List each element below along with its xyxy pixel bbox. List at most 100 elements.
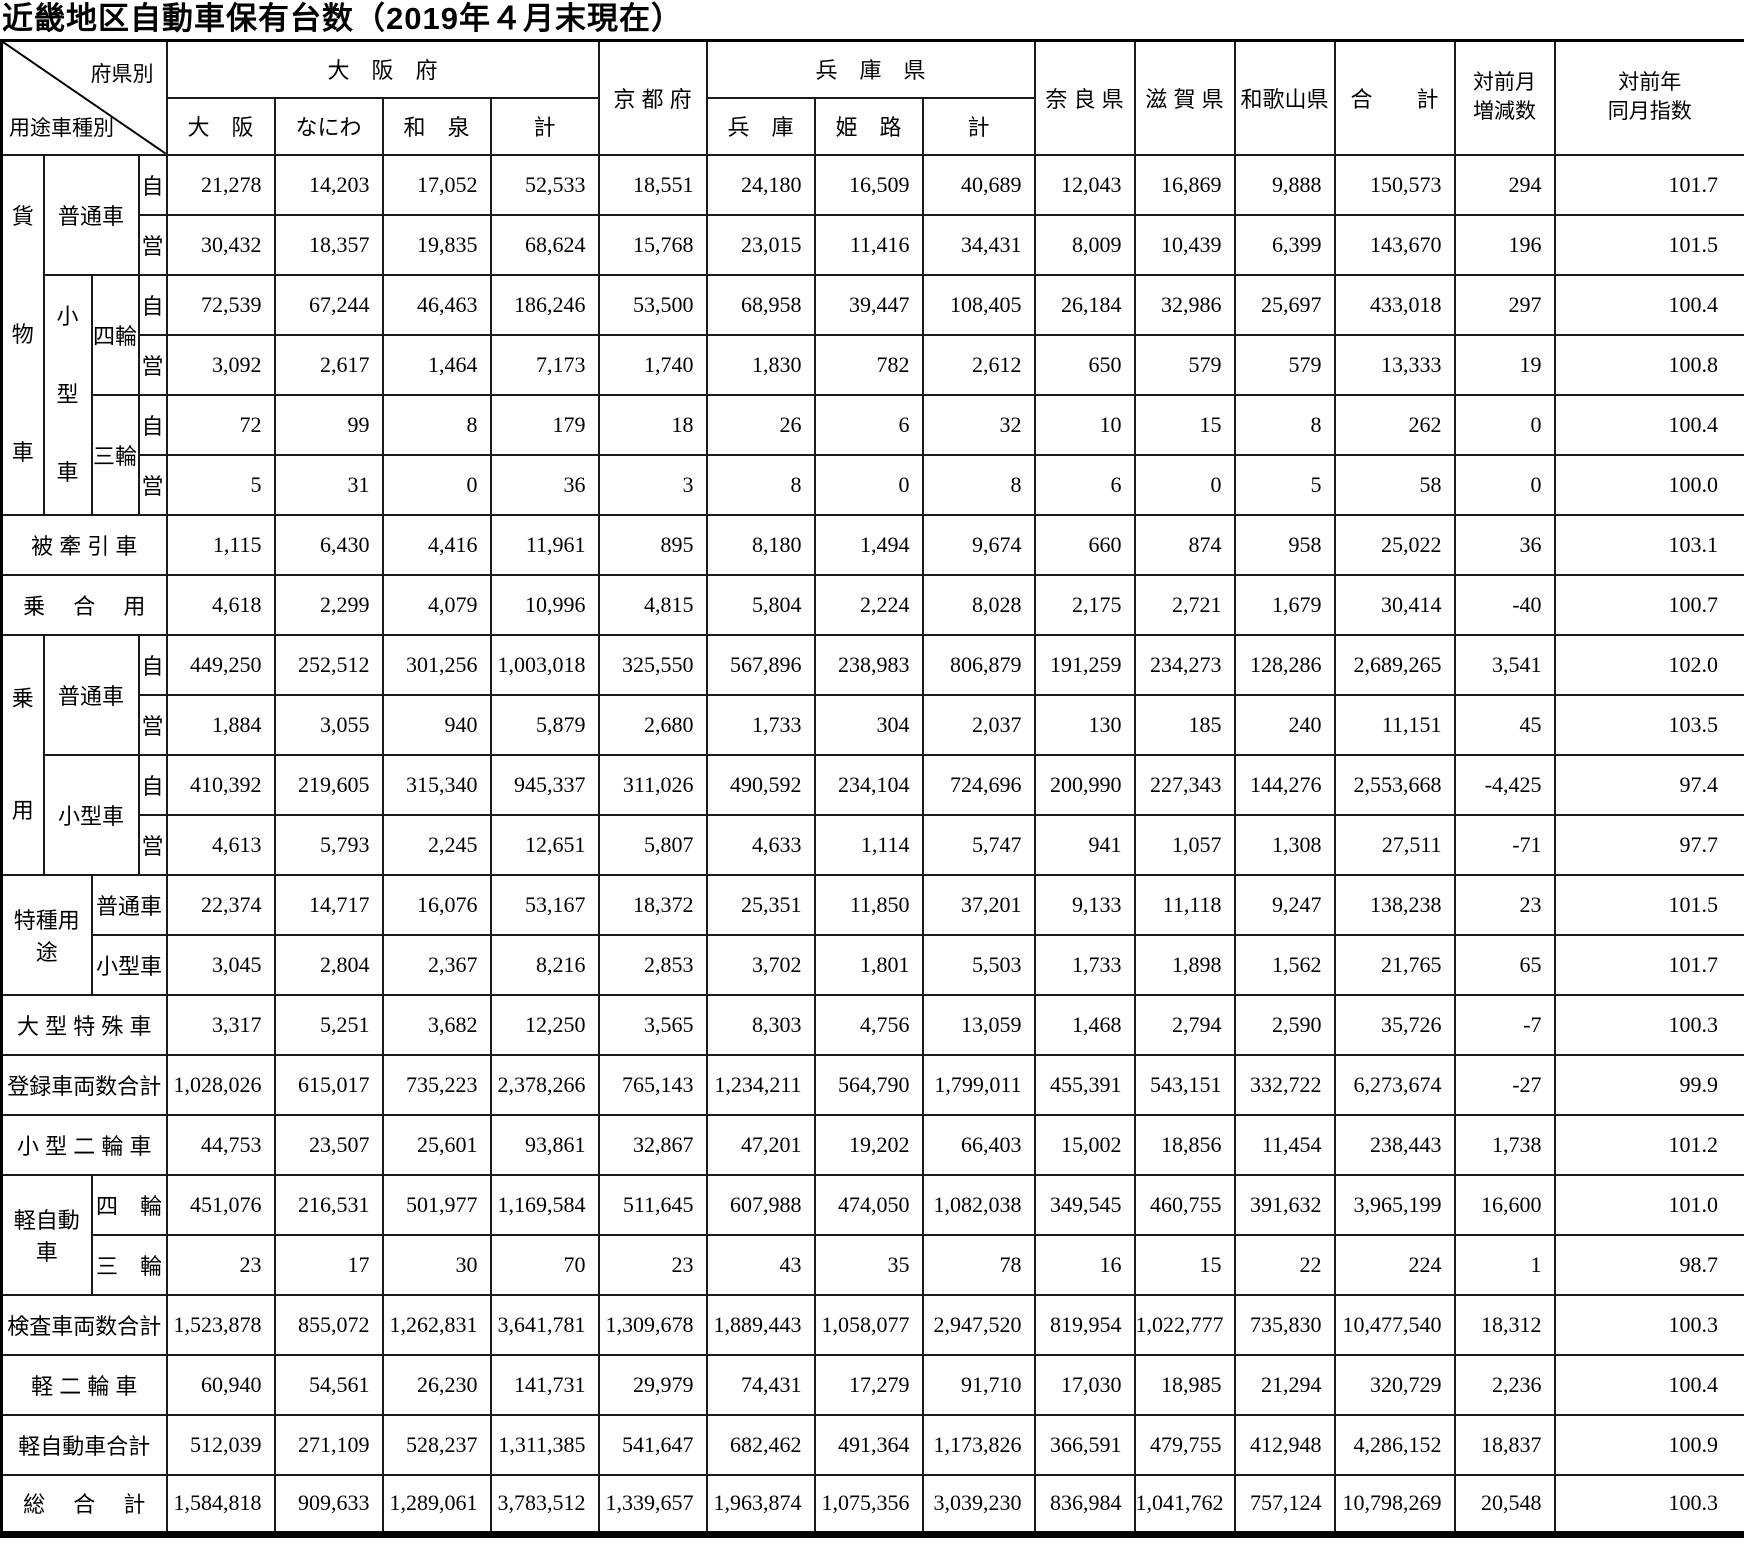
header-kyoto-fu: 京 都 府 <box>597 39 708 156</box>
value-cell: 74,431 <box>705 1353 816 1416</box>
header-hyogo: 兵 庫 <box>705 96 816 156</box>
value-cell: 2,853 <box>597 933 708 996</box>
value-cell: 10,477,540 <box>1333 1293 1456 1356</box>
value-cell: 9,133 <box>1033 873 1136 936</box>
value-cell: 3,317 <box>165 993 276 1056</box>
value-cell: 0 <box>1453 453 1556 516</box>
table-row: 軽 二 輪 車 60,940 54,561 26,230 141,731 29,979 74… <box>0 1353 1744 1416</box>
value-cell: 100.9 <box>1553 1413 1744 1476</box>
value-cell: 10,798,269 <box>1333 1473 1456 1536</box>
value-cell: 512,039 <box>165 1413 276 1476</box>
value-cell: 1,003,018 <box>489 633 600 696</box>
table-row: 特種用途 普通車 22,374 14,717 16,076 53,167 18,372 25,… <box>0 873 1744 996</box>
value-cell: 941 <box>1033 813 1136 876</box>
value-cell: 21,278 <box>165 153 276 216</box>
header-row-1: 府県別 用途車種別 大 阪 府 京 都 府 兵 庫 県 奈 良 県 滋 賀 県 … <box>0 39 1744 156</box>
value-cell: 366,591 <box>1033 1413 1136 1476</box>
value-cell: 101.7 <box>1553 153 1744 216</box>
value-cell: 179 <box>489 393 600 456</box>
value-cell: 1,494 <box>813 513 924 576</box>
value-cell: 100.4 <box>1553 273 1744 336</box>
value-cell: 27,511 <box>1333 813 1456 876</box>
value-cell: 46,463 <box>381 273 492 336</box>
value-cell: 15,002 <box>1033 1113 1136 1176</box>
value-cell: 185 <box>1133 693 1236 756</box>
corner-label-vehicle-type: 用途車種別 <box>9 116 114 140</box>
value-cell: 32,867 <box>597 1113 708 1176</box>
value-cell: 32 <box>921 393 1036 456</box>
row-label: 三輪 <box>90 393 140 516</box>
value-cell: -4,425 <box>1453 753 1556 816</box>
value-cell: 234,273 <box>1133 633 1236 696</box>
row-label: 営 <box>137 693 168 756</box>
value-cell: 1,057 <box>1133 813 1236 876</box>
value-cell: 35,726 <box>1333 993 1456 1056</box>
table-row: 軽自動車四 輪 451,076 216,531 501,977 1,169,584 511… <box>0 1173 1744 1296</box>
value-cell: 511,645 <box>597 1173 708 1236</box>
value-cell: 143,670 <box>1333 213 1456 276</box>
value-cell: 7,173 <box>489 333 600 396</box>
value-cell: 660 <box>1033 513 1136 576</box>
corner-cell: 府県別 用途車種別 <box>0 39 168 156</box>
value-cell: 8 <box>1233 393 1336 456</box>
table-row: 検査車両数合計 1,523,878 855,072 1,262,831 3,641,78… <box>0 1293 1744 1356</box>
value-cell: 141,731 <box>489 1353 600 1416</box>
value-cell: 2,175 <box>1033 573 1136 636</box>
row-label: 貨 物 車 <box>0 153 45 516</box>
value-cell: 97.7 <box>1553 813 1744 876</box>
value-cell: 615,017 <box>273 1053 384 1116</box>
value-cell: 4,286,152 <box>1333 1413 1456 1476</box>
value-cell: 819,954 <box>1033 1293 1136 1356</box>
value-cell: 1,799,011 <box>921 1053 1036 1116</box>
row-label: 普通車 <box>42 633 140 756</box>
value-cell: 100.7 <box>1553 573 1744 636</box>
value-cell: 13,333 <box>1333 333 1456 396</box>
value-cell: 16,600 <box>1453 1173 1556 1236</box>
header-month-over-month-change: 対前月 増減数 <box>1453 39 1556 156</box>
value-cell: 1,058,077 <box>813 1293 924 1356</box>
value-cell: 735,830 <box>1233 1293 1336 1356</box>
value-cell: 30 <box>381 1233 492 1296</box>
corner-label-prefecture: 府県別 <box>90 63 154 86</box>
value-cell: 99 <box>273 393 384 456</box>
page-title: 近畿地区自動車保有台数（2019年４月末現在） <box>2 1 683 36</box>
table-row: 営 3,092 2,617 1,464 7,173 1,740 1,830 782 2,612 6… <box>2 333 1744 396</box>
value-cell: 3,541 <box>1453 633 1556 696</box>
value-cell: 101.7 <box>1553 933 1744 996</box>
row-label: 軽自動車合計 <box>0 1413 168 1476</box>
value-cell: 11,850 <box>813 873 924 936</box>
value-cell: 224 <box>1333 1233 1456 1296</box>
value-cell: 3 <box>597 453 708 516</box>
value-cell: 5,747 <box>921 813 1036 876</box>
value-cell: 11,118 <box>1133 873 1236 936</box>
value-cell: 945,337 <box>489 753 600 816</box>
value-cell: 17,030 <box>1033 1353 1136 1416</box>
value-cell: 2,037 <box>921 693 1036 756</box>
value-cell: 1,173,826 <box>921 1413 1036 1476</box>
value-cell: 12,250 <box>489 993 600 1056</box>
value-cell: 5,793 <box>273 813 384 876</box>
header-row-2: 大 阪 なにわ 和 泉 計 兵 庫 姫 路 計 <box>2 96 1744 156</box>
value-cell: 47,201 <box>705 1113 816 1176</box>
header-himeji: 姫 路 <box>813 96 924 156</box>
table-row: 営 4,613 5,793 2,245 12,651 5,807 4,633 1,114 5,7… <box>2 813 1744 876</box>
value-cell: 3,055 <box>273 693 384 756</box>
table-row: 三 輪 23 17 30 70 23 43 35 78 16 15 22 224 1 98.7 <box>2 1233 1744 1296</box>
value-cell: 100.4 <box>1553 1353 1744 1416</box>
value-cell: 501,977 <box>381 1173 492 1236</box>
value-cell: 782 <box>813 333 924 396</box>
table-row: 小 型 車四輪自 72,539 67,244 46,463 186,246 53,500 6… <box>2 273 1744 516</box>
value-cell: 128,286 <box>1233 633 1336 696</box>
value-cell: 1,339,657 <box>597 1473 708 1536</box>
row-label: 特種用途 <box>0 873 93 996</box>
row-label: 営 <box>137 213 168 276</box>
value-cell: 219,605 <box>273 753 384 816</box>
value-cell: 93,861 <box>489 1113 600 1176</box>
value-cell: 311,026 <box>597 753 708 816</box>
value-cell: 1,679 <box>1233 573 1336 636</box>
value-cell: 567,896 <box>705 633 816 696</box>
value-cell: 294 <box>1453 153 1556 216</box>
value-cell: 2,794 <box>1133 993 1236 1056</box>
value-cell: 1,464 <box>381 333 492 396</box>
value-cell: 16,509 <box>813 153 924 216</box>
